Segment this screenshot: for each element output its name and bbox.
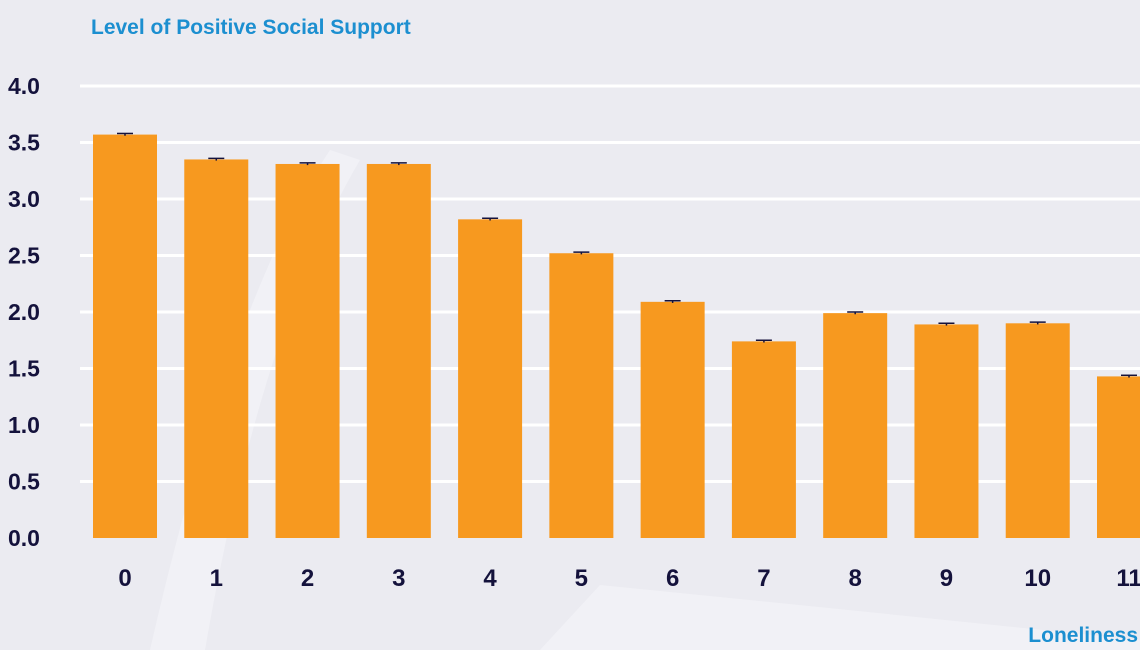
bar [640,301,705,538]
bars [93,134,1140,539]
bar [366,163,431,538]
x-tick-label: 3 [392,565,405,592]
error-bars [117,132,1137,378]
bar [1097,376,1140,538]
x-tick-label: 10 [1024,565,1051,592]
bar [184,159,249,538]
bar [93,134,157,538]
bar [275,163,340,538]
x-axis-ticks: 0 1 2 3 4 5 6 7 8 9 10 11 [118,565,1140,592]
x-tick-label: 7 [757,565,770,592]
y-tick-label: 3.0 [8,186,40,212]
x-tick-label: 5 [575,565,588,592]
x-tick-label: 11 [1116,565,1140,592]
x-tick-label: 9 [940,565,953,592]
x-tick-label: 4 [483,565,497,592]
bar [549,253,614,539]
y-tick-label: 1.0 [8,412,40,438]
x-tick-label: 0 [118,565,131,592]
x-axis-label: Loneliness [1028,624,1138,647]
y-tick-label: 1.5 [8,356,40,382]
y-tick-label: 0.5 [8,469,40,495]
y-axis-ticks: 0.0 0.5 1.0 1.5 2.0 2.5 3.0 3.5 4.0 [8,73,40,551]
y-tick-label: 3.5 [8,130,40,156]
bar [1005,323,1070,538]
x-tick-label: 6 [666,565,679,592]
y-tick-label: 0.0 [8,525,40,551]
bar [914,324,979,538]
y-tick-label: 4.0 [8,73,40,99]
background-swoosh-right [540,585,1140,650]
y-axis-label: Level of Positive Social Support [91,16,411,39]
x-tick-label: 2 [301,565,314,592]
bar [458,219,523,538]
y-tick-label: 2.0 [8,299,40,325]
x-tick-label: 1 [210,565,223,592]
bar [823,313,888,538]
y-tick-label: 2.5 [8,243,40,269]
x-tick-label: 8 [849,565,862,592]
bar [731,341,796,538]
